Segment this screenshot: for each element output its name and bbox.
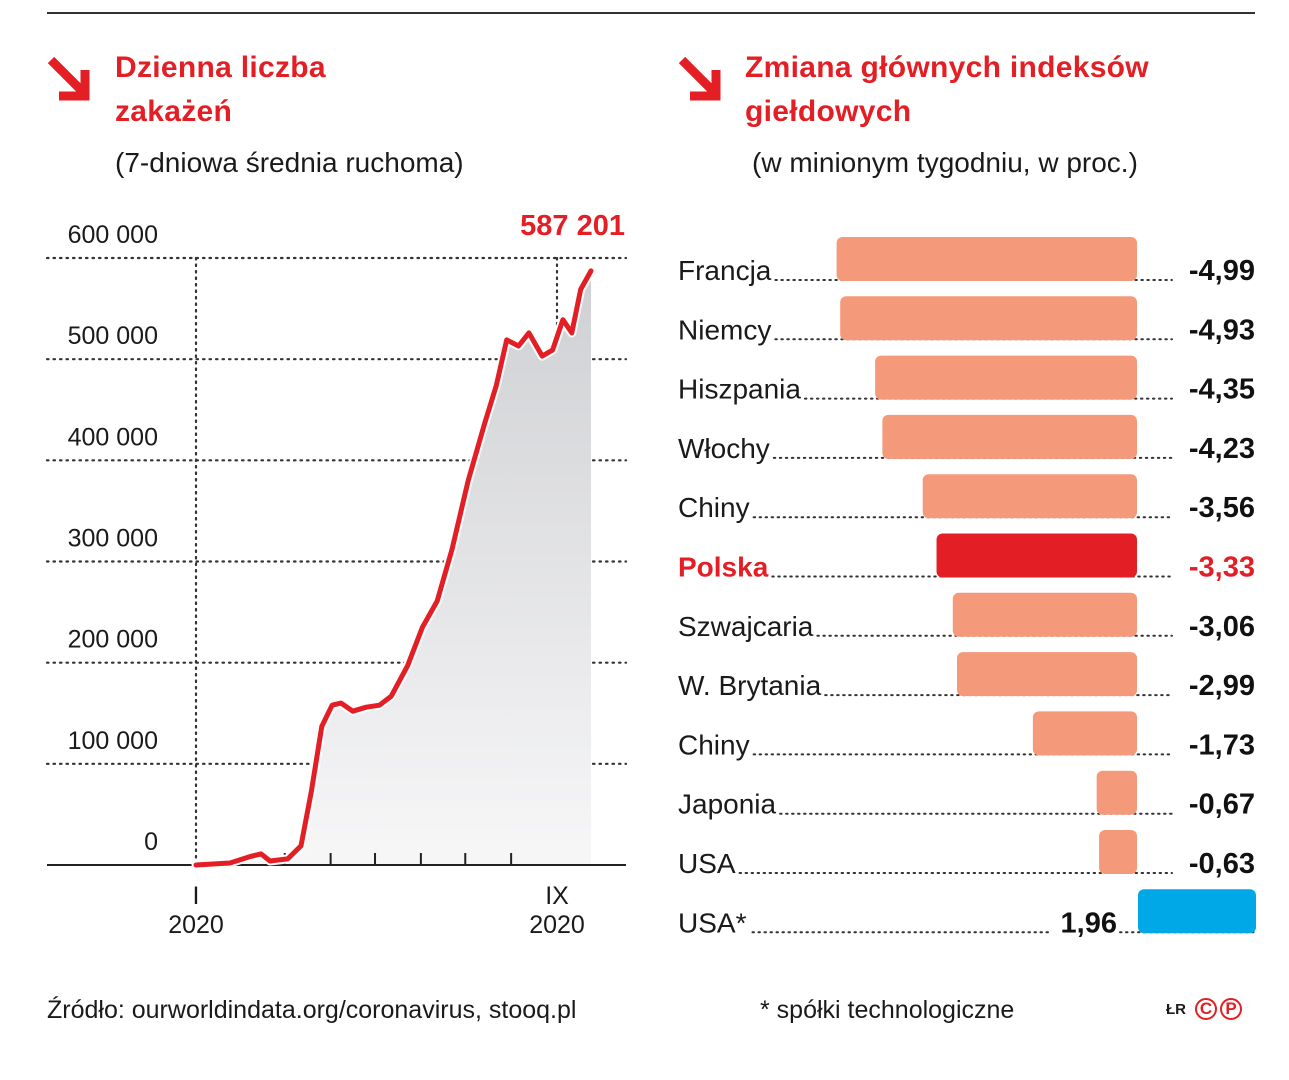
right-chart-title: Zmiana głównych indeksów giełdowych — [745, 46, 1149, 134]
bar — [836, 237, 1137, 281]
x-tick-year: 2020 — [168, 911, 224, 939]
category-label: Chiny — [678, 492, 750, 523]
logo-text: ŁR — [1166, 1000, 1186, 1018]
bar — [840, 296, 1137, 341]
category-label: Francja — [678, 255, 772, 286]
bar — [875, 355, 1137, 400]
value-label: -3,33 — [1189, 552, 1255, 584]
y-tick-label: 300 000 — [68, 525, 158, 553]
publisher-logo: ŁR C P — [1166, 998, 1242, 1020]
value-label: -4,23 — [1189, 433, 1255, 465]
value-label: -4,93 — [1189, 314, 1255, 346]
bar — [1138, 889, 1256, 934]
y-tick-label: 0 — [144, 828, 158, 856]
category-label: W. Brytania — [678, 670, 822, 701]
value-label: -0,63 — [1189, 848, 1255, 880]
right-chart-subtitle: (w minionym tygodniu, w proc.) — [752, 147, 1138, 178]
left-title-line2: zakażeń — [115, 95, 233, 128]
bar — [922, 474, 1137, 519]
infections-line-chart: 0 100 000 200 000 300 000 400 000 500 000 600 … — [45, 210, 628, 939]
p-icon: P — [1220, 998, 1242, 1020]
category-label: Polska — [678, 552, 769, 583]
indices-bar-chart: Francja -4,99 Niemcy -4,93 Hiszpania -4,35 Wło… — [678, 237, 1258, 942]
copyright-icon: C — [1195, 998, 1217, 1020]
value-label: -4,35 — [1189, 374, 1255, 406]
last-value-label: 587 201 — [520, 210, 625, 242]
bar — [936, 533, 1137, 578]
category-label: Chiny — [678, 729, 750, 760]
value-label: -3,56 — [1189, 492, 1255, 524]
category-label: USA* — [678, 907, 747, 938]
bar — [882, 414, 1137, 459]
value-label: -3,06 — [1189, 611, 1255, 643]
value-label: -2,99 — [1189, 670, 1255, 702]
y-tick-label: 600 000 — [68, 221, 158, 249]
left-chart-subtitle: (7-dniowa średnia ruchoma) — [115, 147, 464, 178]
area-fill — [196, 270, 592, 865]
category-label: Włochy — [678, 433, 770, 464]
y-tick-label: 100 000 — [68, 727, 158, 755]
footnote: * spółki technologiczne — [760, 996, 1015, 1024]
value-label: -4,99 — [1189, 255, 1255, 287]
x-tick-month: I — [193, 882, 200, 910]
bar — [1096, 770, 1137, 815]
arrow-down-right-icon — [47, 56, 90, 101]
x-tick-year: 2020 — [529, 911, 585, 939]
value-label: -0,67 — [1189, 789, 1255, 821]
right-title-line1: Zmiana głównych indeksów — [745, 51, 1149, 84]
value-label: -1,73 — [1189, 729, 1255, 761]
y-tick-label: 200 000 — [68, 626, 158, 654]
arrow-down-right-icon — [678, 56, 721, 101]
category-label: Japonia — [678, 789, 777, 820]
y-tick-label: 500 000 — [68, 322, 158, 350]
category-label: Niemcy — [678, 314, 771, 345]
right-title-line2: giełdowych — [745, 95, 912, 128]
bar — [952, 592, 1137, 637]
x-tick-month: IX — [545, 882, 569, 910]
category-label: Szwajcaria — [678, 611, 814, 642]
y-tick-label: 400 000 — [68, 423, 158, 451]
bar — [1099, 830, 1137, 874]
bar — [957, 652, 1137, 697]
source-note: Źródło: ourworldindata.org/coronavirus, … — [47, 996, 577, 1024]
bar — [1032, 711, 1137, 756]
left-chart-title: Dzienna liczba zakażeń — [115, 46, 326, 134]
left-title-line1: Dzienna liczba — [115, 51, 326, 84]
category-label: Hiszpania — [678, 374, 801, 405]
top-rule — [47, 12, 1255, 14]
category-label: USA — [678, 848, 736, 879]
value-label: 1,96 — [1061, 907, 1117, 939]
